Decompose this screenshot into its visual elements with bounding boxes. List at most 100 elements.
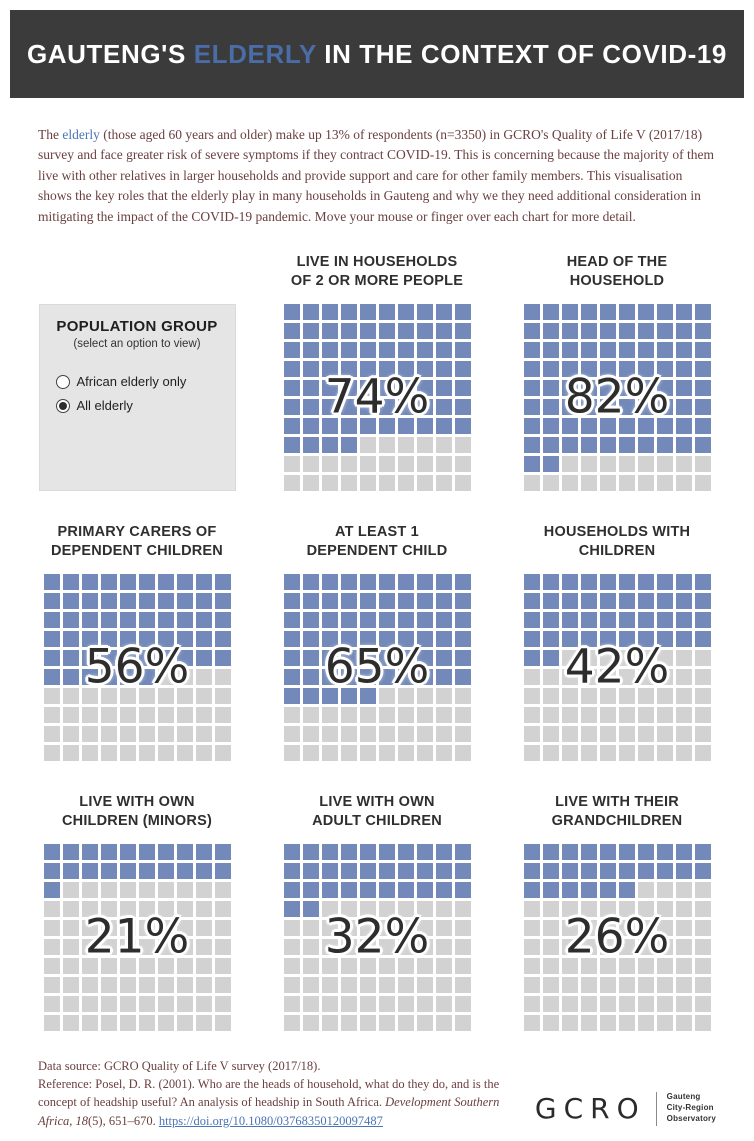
waffle-square-empty [397, 1015, 414, 1032]
waffle-square-empty [378, 977, 395, 994]
waffle-square-empty [656, 707, 673, 724]
waffle-square-filled [321, 342, 338, 359]
waffle-square-empty [195, 977, 212, 994]
waffle-square-empty [542, 958, 559, 975]
waffle-square-filled [435, 399, 452, 416]
waffle-square-filled [138, 574, 155, 591]
waffle-square-filled [637, 844, 654, 861]
waffle-grid-households-with-children[interactable]: 42% [523, 574, 711, 762]
waffle-square-filled [454, 844, 471, 861]
waffle-square-empty [694, 920, 711, 937]
waffle-grid-head-of-the-household[interactable]: 82% [523, 304, 711, 492]
waffle-grid-live-with-own-children-minors[interactable]: 21% [43, 844, 231, 1032]
waffle-square-empty [43, 920, 60, 937]
waffle-square-filled [454, 593, 471, 610]
radio-selected-icon[interactable] [55, 398, 70, 413]
waffle-square-filled [599, 399, 616, 416]
waffle-square-filled [100, 844, 117, 861]
waffle-square-filled [340, 342, 357, 359]
waffle-square-empty [561, 996, 578, 1013]
waffle-square-filled [176, 574, 193, 591]
waffle-square-filled [618, 323, 635, 340]
waffle-square-filled [321, 437, 338, 454]
charts-grid: POPULATION GROUP (select an option to vi… [0, 249, 754, 1032]
waffle-square-filled [340, 361, 357, 378]
waffle-grid-live-in-households-of-2-or-more-people[interactable]: 74% [283, 304, 471, 492]
waffle-square-empty [580, 650, 597, 667]
waffle-square-filled [340, 380, 357, 397]
waffle-square-filled [561, 437, 578, 454]
waffle-square-filled [542, 612, 559, 629]
waffle-square-empty [599, 475, 616, 492]
waffle-square-filled [302, 882, 319, 899]
waffle-square-empty [561, 456, 578, 473]
waffle-square-filled [694, 844, 711, 861]
chart-value-label: 74% [324, 369, 430, 425]
waffle-grid-primary-carers-of-dependent-children[interactable]: 56% [43, 574, 231, 762]
waffle-square-empty [397, 901, 414, 918]
radio-unselected-icon[interactable] [55, 374, 70, 389]
waffle-square-filled [435, 669, 452, 686]
waffle-square-filled [302, 323, 319, 340]
waffle-square-empty [62, 977, 79, 994]
waffle-square-empty [157, 939, 174, 956]
header-banner: GAUTENG'S ELDERLY IN THE CONTEXT OF COVI… [10, 10, 744, 98]
waffle-square-filled [321, 399, 338, 416]
waffle-square-empty [43, 977, 60, 994]
waffle-square-filled [43, 844, 60, 861]
waffle-grid-live-with-their-grandchildren[interactable]: 26% [523, 844, 711, 1032]
waffle-square-empty [618, 456, 635, 473]
waffle-square-empty [81, 726, 98, 743]
waffle-square-empty [416, 901, 433, 918]
waffle-square-filled [195, 650, 212, 667]
waffle-square-filled [694, 304, 711, 321]
waffle-square-empty [523, 996, 540, 1013]
waffle-square-empty [138, 1015, 155, 1032]
waffle-square-filled [637, 342, 654, 359]
waffle-square-empty [43, 745, 60, 762]
waffle-square-filled [321, 631, 338, 648]
waffle-square-filled [580, 844, 597, 861]
waffle-square-filled [599, 882, 616, 899]
logo-divider [655, 1091, 657, 1126]
waffle-square-filled [302, 901, 319, 918]
radio-option-all-elderly[interactable]: All elderly [55, 398, 227, 413]
waffle-square-filled [454, 882, 471, 899]
waffle-square-filled [176, 631, 193, 648]
waffle-square-empty [435, 745, 452, 762]
waffle-square-empty [618, 650, 635, 667]
waffle-square-empty [397, 939, 414, 956]
waffle-square-empty [378, 1015, 395, 1032]
waffle-square-empty [195, 939, 212, 956]
waffle-square-filled [378, 399, 395, 416]
waffle-square-filled [378, 844, 395, 861]
waffle-square-filled [283, 361, 300, 378]
waffle-grid-live-with-own-adult-children[interactable]: 32% [283, 844, 471, 1032]
radio-option-african-elderly-only[interactable]: African elderly only [55, 374, 227, 389]
doi-link[interactable]: https://doi.org/10.1080/0376835012009748… [158, 1113, 383, 1128]
waffle-square-filled [675, 342, 692, 359]
waffle-square-empty [157, 688, 174, 705]
waffle-square-filled [397, 342, 414, 359]
waffle-square-filled [435, 304, 452, 321]
waffle-square-filled [580, 380, 597, 397]
waffle-square-filled [100, 650, 117, 667]
chart-at-least-1-dependent-child: AT LEAST 1 DEPENDENT CHILD 65% [283, 519, 471, 762]
elderly-link[interactable]: elderly [62, 126, 100, 142]
waffle-square-empty [561, 920, 578, 937]
waffle-square-filled [119, 844, 136, 861]
waffle-square-filled [43, 650, 60, 667]
waffle-square-filled [283, 669, 300, 686]
waffle-grid-at-least-1-dependent-child[interactable]: 65% [283, 574, 471, 762]
waffle-square-empty [656, 745, 673, 762]
waffle-square-empty [599, 688, 616, 705]
waffle-square-empty [340, 977, 357, 994]
waffle-square-filled [119, 650, 136, 667]
waffle-square-filled [523, 304, 540, 321]
waffle-square-filled [416, 342, 433, 359]
waffle-square-filled [637, 323, 654, 340]
waffle-square-empty [694, 456, 711, 473]
waffle-square-filled [283, 593, 300, 610]
waffle-square-filled [359, 593, 376, 610]
waffle-square-empty [561, 707, 578, 724]
